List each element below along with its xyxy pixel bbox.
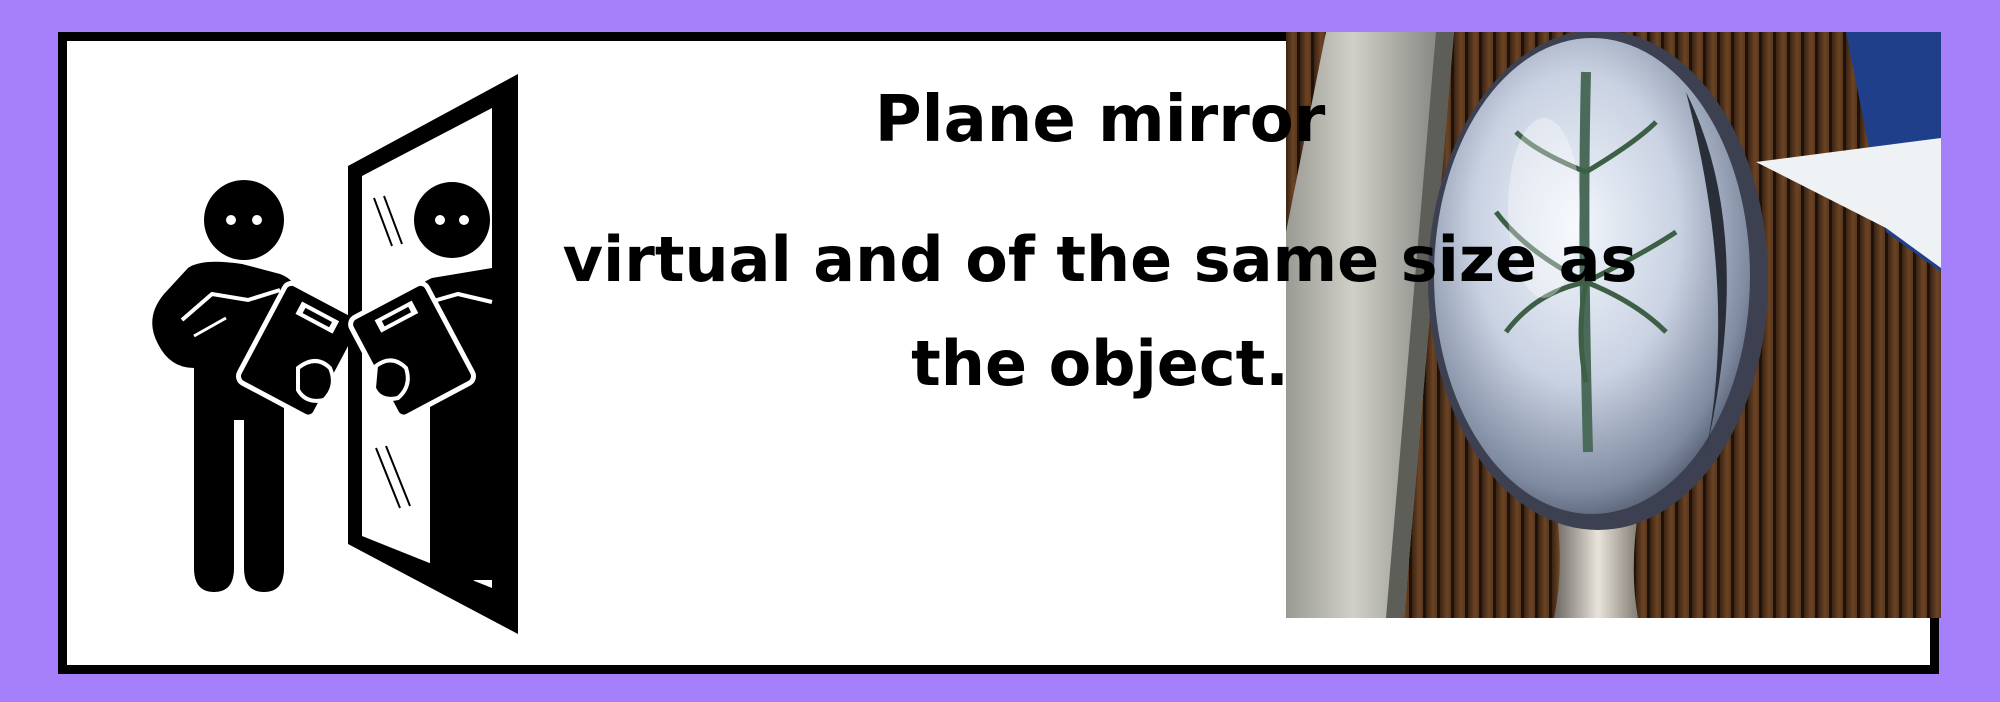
page-title: Plane mirror: [874, 83, 1326, 157]
person-with-clipboard-icon: [152, 180, 364, 592]
person-at-mirror-illustration: [152, 74, 518, 634]
spoon-reflection-photo: [1286, 32, 1941, 618]
plane-mirror-icon: [348, 74, 518, 634]
description-text: virtual and of the same size as the obje…: [562, 223, 1638, 400]
